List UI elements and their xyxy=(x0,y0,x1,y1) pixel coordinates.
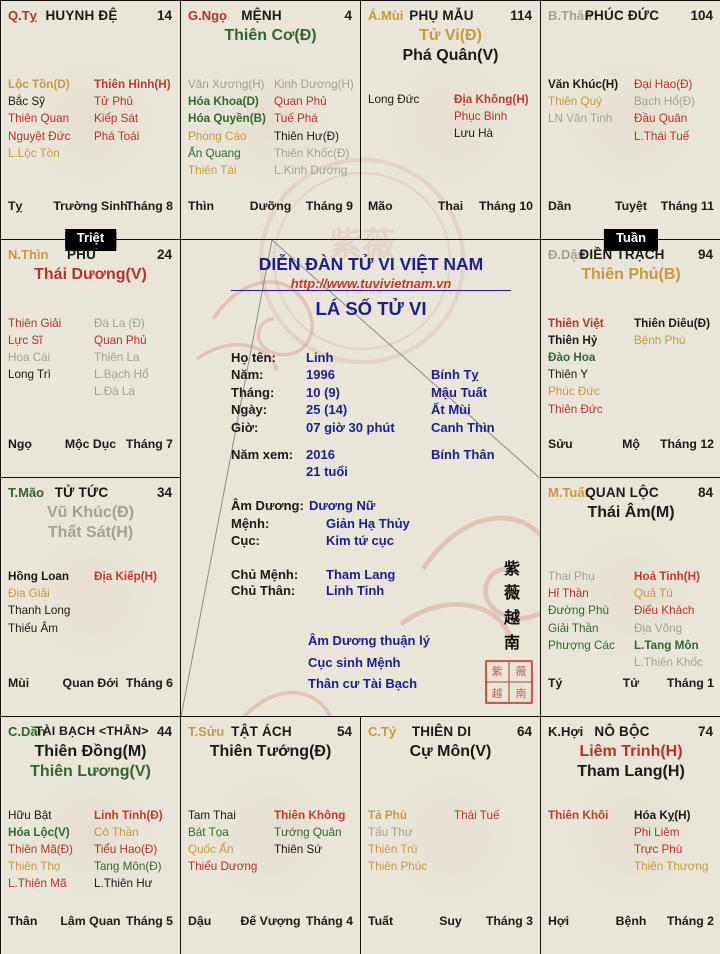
svg-text:越: 越 xyxy=(492,686,503,700)
svg-text:薇: 薇 xyxy=(516,665,527,678)
svg-text:紫: 紫 xyxy=(492,665,503,678)
svg-text:南: 南 xyxy=(516,687,527,700)
